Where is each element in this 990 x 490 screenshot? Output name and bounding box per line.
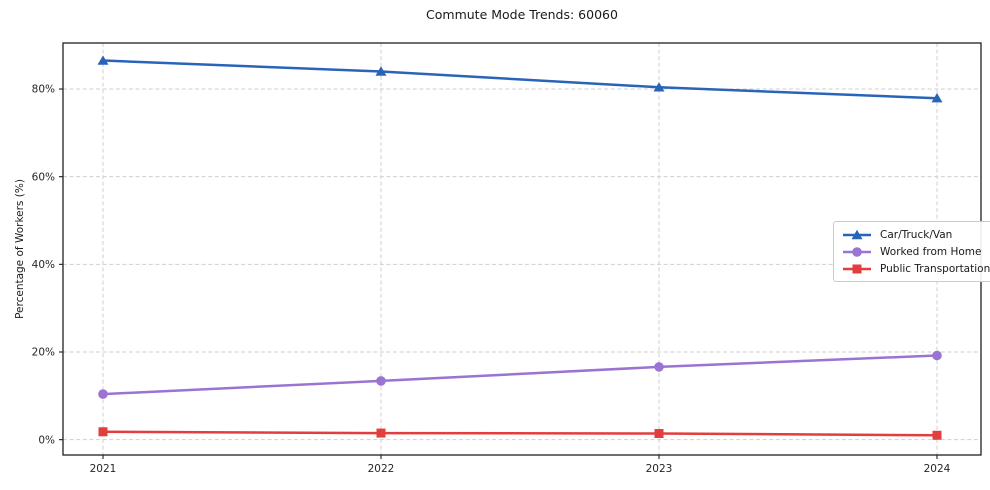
y-tick-label: 40% — [32, 259, 55, 271]
series-worked-from-home — [98, 350, 942, 399]
chart-title: Commute Mode Trends: 60060 — [426, 7, 618, 22]
legend-item: Car/Truck/Van — [842, 226, 990, 243]
legend-sample-triangle-up — [843, 229, 871, 239]
circle-marker — [98, 389, 108, 399]
series-line — [101, 430, 939, 437]
triangle-up-marker — [931, 93, 943, 103]
square-marker — [932, 430, 942, 440]
triangle-up-marker — [851, 229, 863, 239]
square-marker — [852, 264, 862, 273]
x-tick-label: 2022 — [368, 463, 395, 475]
circle-marker — [932, 350, 942, 361]
x-tick-label: 2021 — [90, 463, 117, 475]
legend-item: Worked from Home — [842, 243, 990, 260]
triangle-up-marker — [375, 66, 387, 76]
y-tick-label: 20% — [32, 347, 55, 359]
legend-sample-square — [843, 264, 871, 273]
y-tick-label: 0% — [38, 434, 55, 446]
y-tick-label: 80% — [32, 84, 55, 96]
square-marker — [376, 428, 386, 438]
y-tick-label: 60% — [32, 171, 55, 183]
circle-marker — [852, 246, 862, 257]
series-line — [101, 354, 939, 396]
legend-label: Public Transportation — [880, 262, 990, 275]
circle-marker — [376, 376, 386, 386]
legend: Car/Truck/Van Worked from Home Public Tran… — [833, 221, 990, 282]
legend-sample-circle — [843, 246, 871, 257]
triangle-up-marker — [97, 55, 109, 65]
square-marker — [654, 429, 664, 439]
series-car-truck-van — [97, 55, 943, 103]
square-marker — [98, 427, 108, 437]
legend-item: Public Transportation — [842, 260, 990, 277]
x-tick-label: 2023 — [646, 463, 673, 475]
series-public-transportation — [98, 427, 942, 440]
triangle-up-marker — [653, 82, 665, 92]
x-tick-label: 2024 — [924, 463, 951, 475]
series-line — [101, 59, 939, 100]
circle-marker — [654, 362, 664, 372]
legend-label: Worked from Home — [880, 245, 982, 258]
legend-label: Car/Truck/Van — [880, 228, 953, 241]
